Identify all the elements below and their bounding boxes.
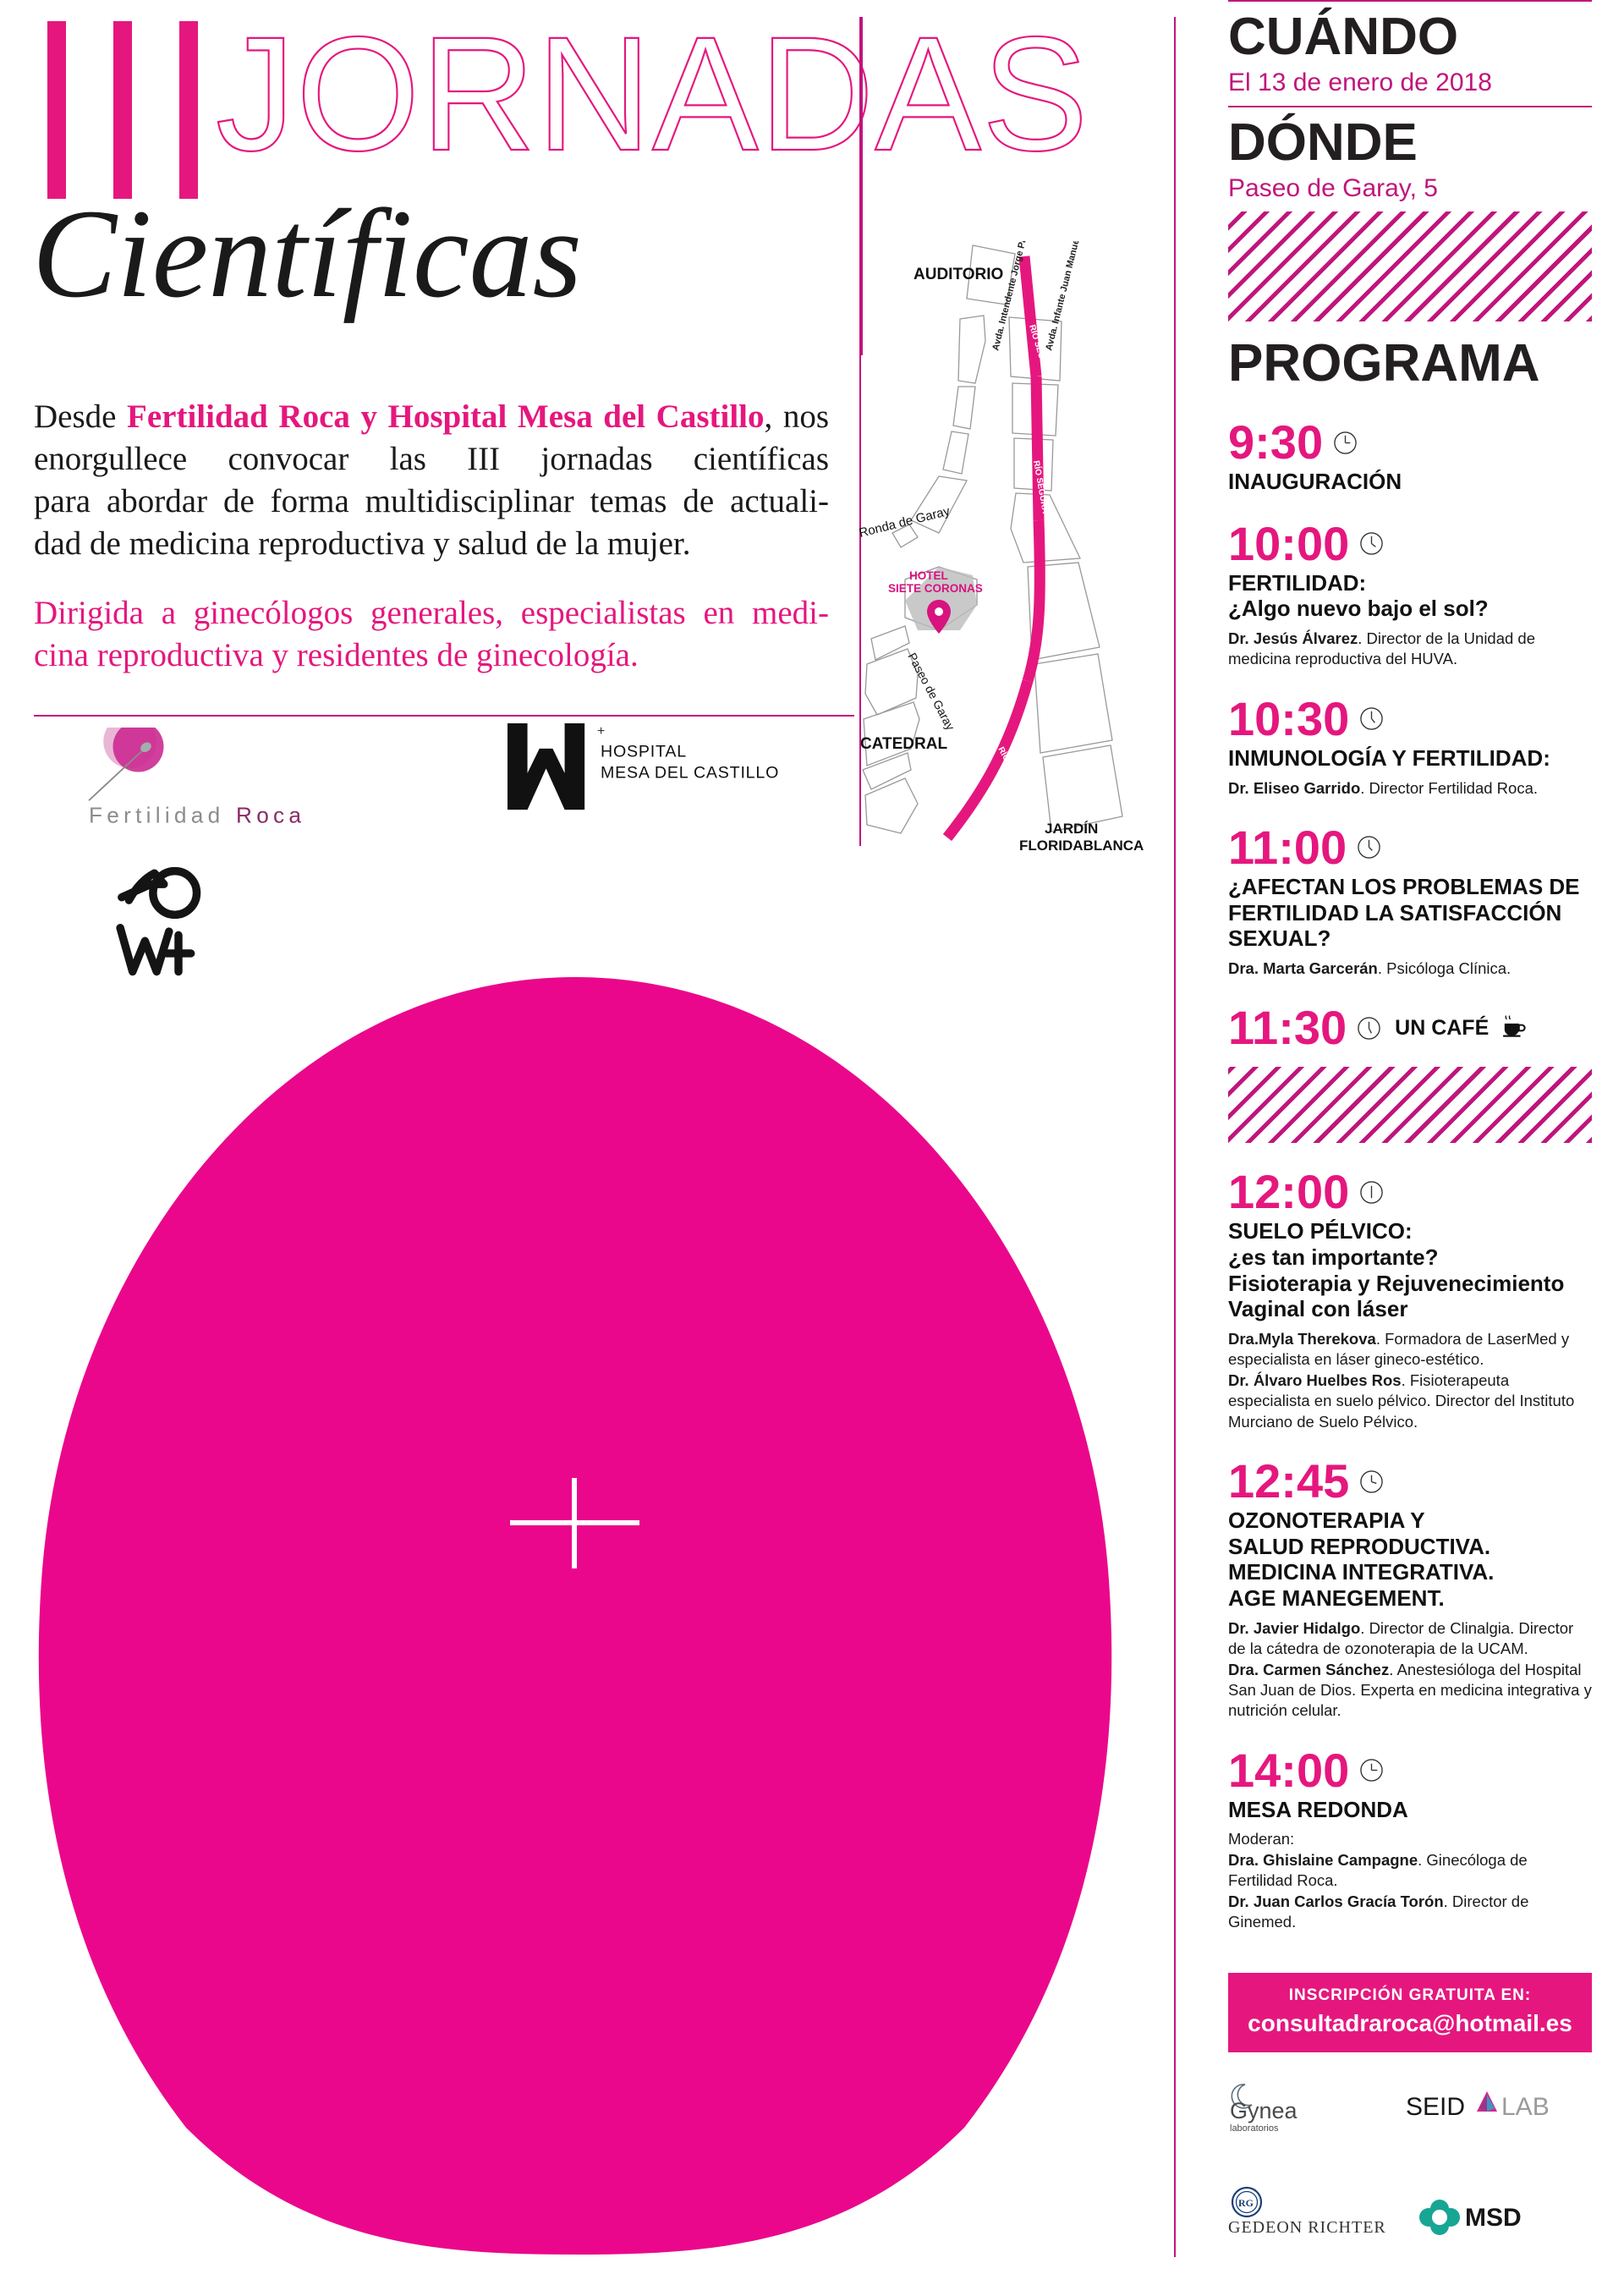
svg-text:GEDEON RICHTER: GEDEON RICHTER xyxy=(1228,2218,1386,2237)
svg-text:+: + xyxy=(597,724,605,739)
svg-text:laboratorios: laboratorios xyxy=(1230,2123,1279,2134)
svg-text:JARDÍN: JARDÍN xyxy=(1045,821,1098,837)
svg-text:CATEDRAL: CATEDRAL xyxy=(860,735,947,753)
svg-text:RG: RG xyxy=(1238,2197,1254,2209)
svg-text:Roca: Roca xyxy=(236,803,305,828)
svg-text:MESA DEL CASTILLO: MESA DEL CASTILLO xyxy=(601,763,779,782)
svg-text:RÍO SEGURA: RÍO SEGURA xyxy=(996,744,1030,797)
svg-text:Paseo de Garay: Paseo de Garay xyxy=(905,651,957,733)
svg-text:HOTEL: HOTEL xyxy=(909,569,948,582)
svg-text:SIETE CORONAS: SIETE CORONAS xyxy=(888,582,983,595)
svg-text:LAB: LAB xyxy=(1501,2093,1550,2121)
svg-text:FLORIDABLANCA: FLORIDABLANCA xyxy=(1019,838,1144,854)
svg-text:Ronda de Garay: Ronda de Garay xyxy=(859,504,952,541)
svg-text:HOSPITAL: HOSPITAL xyxy=(601,742,687,761)
svg-text:MSD: MSD xyxy=(1465,2204,1522,2232)
svg-text:Fertilidad: Fertilidad xyxy=(89,803,224,828)
svg-text:AUDITORIO: AUDITORIO xyxy=(914,266,1003,283)
svg-text:Gynea: Gynea xyxy=(1230,2098,1298,2123)
svg-text:SEID: SEID xyxy=(1406,2093,1465,2121)
svg-text:Avda. Infante Juan Manuel: Avda. Infante Juan Manuel xyxy=(1044,241,1082,352)
